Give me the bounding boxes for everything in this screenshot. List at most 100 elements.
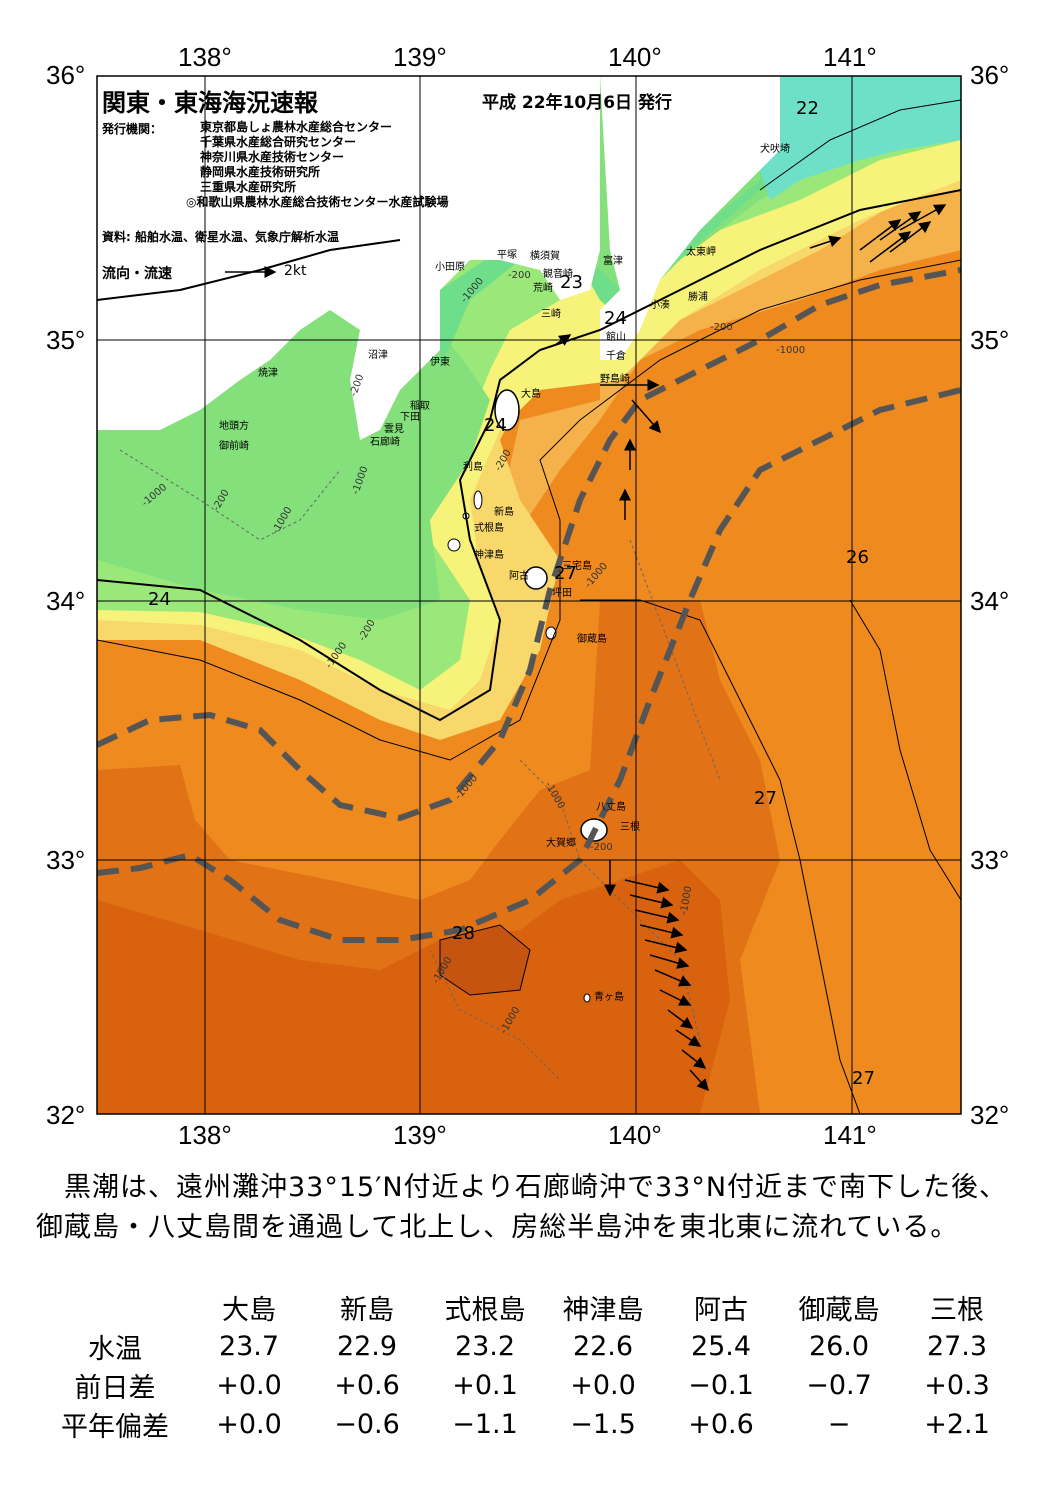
lat-label-32-left: 32°: [46, 1100, 86, 1130]
place-odawara: 小田原: [435, 262, 465, 273]
place-aogashima: 青ヶ島: [594, 992, 624, 1003]
lon-label-140-bottom: 140°: [608, 1120, 662, 1150]
table-cell: +0.1: [452, 1370, 518, 1401]
table-cell: −0.1: [688, 1370, 754, 1401]
issuer-item: ◎和歌山県農林水産総合技術センター水産試験場: [186, 195, 449, 209]
row-label: 水温: [88, 1334, 142, 1365]
place-niijima: 新島: [494, 507, 514, 518]
lon-label-138-top: 138°: [178, 42, 232, 72]
place-kominato: 小湊: [650, 300, 670, 311]
place-okago: 大賀郷: [546, 838, 576, 849]
depth-label: -1000: [776, 345, 806, 356]
table-cell: +2.1: [924, 1409, 990, 1440]
issuer-item: 神奈川県水産技術センター: [200, 150, 345, 164]
table-cell: +0.6: [334, 1370, 400, 1401]
isotherm-label-22: 22: [796, 98, 819, 119]
station-header: 阿古: [694, 1295, 748, 1326]
issuer-label: 発行機関：: [102, 122, 163, 136]
isotherm-24: [97, 189, 961, 722]
place-hachijojima: 八丈島: [596, 802, 626, 813]
table-row: 平年偏差 +0.0 −0.6 −1.1 −1.5 +0.6 − +2.1: [40, 1405, 1016, 1444]
observation-table: 大島 新島 式根島 神津島 阿古 御蔵島 三根 水温 23.7 22.9 23.…: [40, 1288, 1016, 1444]
lon-label-141-top: 141°: [823, 42, 877, 72]
place-mikurajima: 御蔵島: [577, 634, 607, 645]
row-label: 平年偏差: [61, 1412, 169, 1443]
map-frame: [96, 75, 962, 1115]
boso-peninsula-land: [600, 76, 780, 360]
lat-label-33-left: 33°: [46, 845, 86, 875]
table-cell: 22.9: [336, 1331, 398, 1362]
place-arasaki: 荒崎: [533, 283, 553, 294]
isotherm-label-28: 28: [452, 923, 475, 944]
aogashima-island: [583, 993, 591, 1003]
place-ako: 阿古: [509, 571, 529, 582]
table-cell: 23.2: [454, 1331, 516, 1362]
miyakejima-island: [524, 566, 548, 590]
lon-label-139-bottom: 139°: [393, 1120, 447, 1150]
table-cell: +0.0: [216, 1370, 282, 1401]
table-row: 水温 23.7 22.9 23.2 22.6 25.4 26.0 27.3: [40, 1327, 1016, 1366]
place-nojimazaki: 野島崎: [600, 374, 630, 385]
station-header: 三根: [930, 1295, 984, 1326]
issuer-item: 千葉県水産総合研究センター: [200, 135, 357, 149]
isotherm-27: [580, 599, 861, 1114]
table-row: 前日差 +0.0 +0.6 +0.1 +0.0 −0.1 −0.7 +0.3: [40, 1366, 1016, 1405]
place-inatori: 稲取: [410, 401, 430, 412]
table-cell: +0.3: [924, 1370, 990, 1401]
place-tateyama: 館山: [606, 332, 626, 343]
summary-line: 御蔵島・八丈島間を通過して北上し、房総半島沖を東北東に流れている。: [36, 1212, 959, 1243]
isotherm-22: [759, 99, 961, 191]
issuer-item: 静岡県水産技術研究所: [200, 165, 321, 179]
place-jitokata: 地頭方: [219, 421, 249, 432]
depth-contour: [629, 539, 721, 781]
issuer-item: 東京都島しょ農林水産総合センター: [200, 120, 393, 134]
issue-date: 平成 22年10月6日 発行: [482, 93, 672, 113]
place-yokosuka: 横須賀: [530, 251, 560, 262]
isotherm-label-24c: 24: [148, 589, 171, 610]
lat-label-36-left: 36°: [46, 60, 86, 90]
place-futtsu: 富津: [603, 256, 623, 267]
table-cell: 25.4: [690, 1331, 752, 1362]
place-katsuura: 勝浦: [688, 292, 708, 303]
sea-temperature-map: [96, 75, 962, 1115]
isotherm-label-27c: 27: [852, 1068, 875, 1089]
place-hiratsuka: 平塚: [497, 250, 517, 261]
isotherm-label-27b: 27: [754, 788, 777, 809]
zone-22: [760, 76, 961, 200]
zone-28: [97, 860, 730, 1114]
table-cell: 27.3: [926, 1331, 988, 1362]
issuer-list: 東京都島しょ農林水産総合センター 千葉県水産総合研究センター 神奈川県水産技術セ…: [186, 120, 448, 210]
lat-label-32-right: 32°: [970, 1100, 1010, 1130]
kuroshio-axis-main: [97, 267, 961, 822]
place-numazu: 沼津: [368, 350, 388, 361]
row-label: 前日差: [74, 1373, 156, 1404]
table-cell: +0.0: [570, 1370, 636, 1401]
place-inubozaki: 犬吠埼: [760, 144, 790, 155]
place-kozushima: 神津島: [474, 550, 504, 561]
isotherm-label-24a: 24: [604, 308, 627, 329]
place-taitomisaki: 太東岬: [686, 247, 716, 258]
lat-label-34-right: 34°: [970, 586, 1010, 616]
station-header: 大島: [222, 1295, 276, 1326]
depth-contour: [429, 949, 561, 1081]
current-scale-label: 2kt: [284, 263, 307, 279]
place-ito: 伊東: [430, 357, 450, 368]
table-cell: 22.6: [572, 1331, 634, 1362]
isotherm-label-24b: 24: [484, 415, 507, 436]
depth-label: -200: [508, 270, 531, 281]
place-kannonzaki: 観音崎: [543, 269, 573, 280]
lat-label-35-right: 35°: [970, 325, 1010, 355]
isotherm-label-27a: 27: [554, 563, 577, 584]
station-header: 式根島: [444, 1295, 526, 1326]
table-header-row: 大島 新島 式根島 神津島 阿古 御蔵島 三根: [40, 1288, 1016, 1327]
table-cell: −1.5: [570, 1409, 636, 1440]
honshu-land: [97, 76, 600, 440]
kuroshio-summary: 黒潮は、遠州灘沖33°15′N付近より石廊崎沖で33°N付近まで南下した後、 御…: [36, 1168, 1036, 1248]
oshima-island: [494, 389, 520, 431]
isotherm-label-26: 26: [846, 547, 869, 568]
isotherm-25: [97, 259, 961, 761]
isotherm-28: [439, 924, 531, 996]
place-oshima: 大島: [521, 389, 541, 400]
station-header: 神津島: [562, 1295, 644, 1326]
isotherm-23: [97, 239, 401, 301]
